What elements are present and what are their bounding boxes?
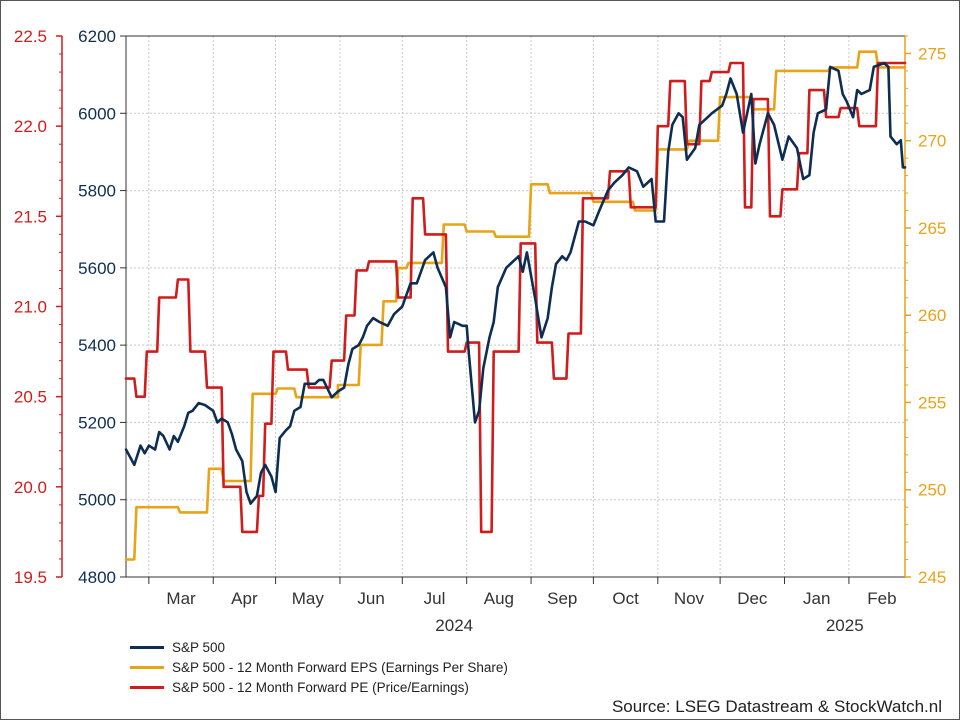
x-tick-label-oct: Oct	[612, 589, 639, 608]
y-tick-label-sp500: 4800	[78, 568, 116, 587]
y-tick-label-sp500: 5200	[78, 413, 116, 432]
x-tick-label-mar: Mar	[166, 589, 196, 608]
legend: S&P 500 S&P 500 - 12 Month Forward EPS (…	[130, 637, 508, 697]
x-tick-marks	[148, 577, 850, 584]
legend-item-pe: S&P 500 - 12 Month Forward PE (Price/Ear…	[130, 677, 508, 697]
y-tick-label-pe: 20.5	[14, 388, 47, 407]
x-year-label-2024: 2024	[435, 616, 473, 635]
y-tick-label-eps: 265	[918, 219, 946, 238]
x-tick-label-dec: Dec	[737, 589, 768, 608]
legend-label-eps: S&P 500 - 12 Month Forward EPS (Earnings…	[172, 659, 508, 675]
y-tick-label-pe: 19.5	[14, 568, 47, 587]
y-tick-label-pe: 20.0	[14, 478, 47, 497]
grid-lines	[126, 35, 905, 578]
y-tick-label-pe: 21.5	[14, 207, 47, 226]
legend-swatch-sp500	[130, 645, 164, 649]
x-tick-label-jun: Jun	[357, 589, 384, 608]
legend-swatch-pe	[130, 685, 164, 689]
y-tick-label-sp500: 5400	[78, 336, 116, 355]
y-tick-label-sp500: 5600	[78, 259, 116, 278]
x-tick-label-jan: Jan	[803, 589, 830, 608]
legend-item-eps: S&P 500 - 12 Month Forward EPS (Earnings…	[130, 657, 508, 677]
y-tick-label-pe: 22.0	[14, 117, 47, 136]
series-line-pe	[124, 61, 907, 534]
x-tick-label-feb: Feb	[867, 589, 896, 608]
y-tick-label-sp500: 5800	[78, 182, 116, 201]
y-tick-label-sp500: 6200	[78, 27, 116, 46]
y-tick-label-sp500: 5000	[78, 491, 116, 510]
x-tick-label-apr: Apr	[231, 589, 258, 608]
y-tick-label-eps: 270	[918, 132, 946, 151]
y-tick-label-eps: 255	[918, 393, 946, 412]
plot-border	[125, 35, 906, 578]
x-tick-label-sep: Sep	[547, 589, 577, 608]
y-tick-label-sp500: 6000	[78, 104, 116, 123]
source-note: Source: LSEG Datastream & StockWatch.nl	[611, 697, 942, 716]
legend-item-sp500: S&P 500	[130, 637, 508, 657]
x-tick-label-may: May	[292, 589, 325, 608]
legend-label-pe: S&P 500 - 12 Month Forward PE (Price/Ear…	[172, 679, 469, 695]
y-tick-label-eps: 275	[918, 44, 946, 63]
series-line-sp500	[124, 61, 907, 505]
legend-swatch-eps	[130, 665, 164, 669]
x-year-label-2025: 2025	[826, 616, 864, 635]
y-tick-label-pe: 22.5	[14, 27, 47, 46]
y-tick-label-eps: 245	[918, 568, 946, 587]
series-line-eps	[124, 50, 907, 561]
x-tick-label-nov: Nov	[674, 589, 705, 608]
x-tick-label-jul: Jul	[424, 589, 446, 608]
y-tick-label-eps: 260	[918, 306, 946, 325]
legend-label-sp500: S&P 500	[172, 639, 226, 655]
x-tick-label-aug: Aug	[484, 589, 514, 608]
y-tick-label-pe: 21.0	[14, 298, 47, 317]
y-tick-label-eps: 250	[918, 481, 946, 500]
